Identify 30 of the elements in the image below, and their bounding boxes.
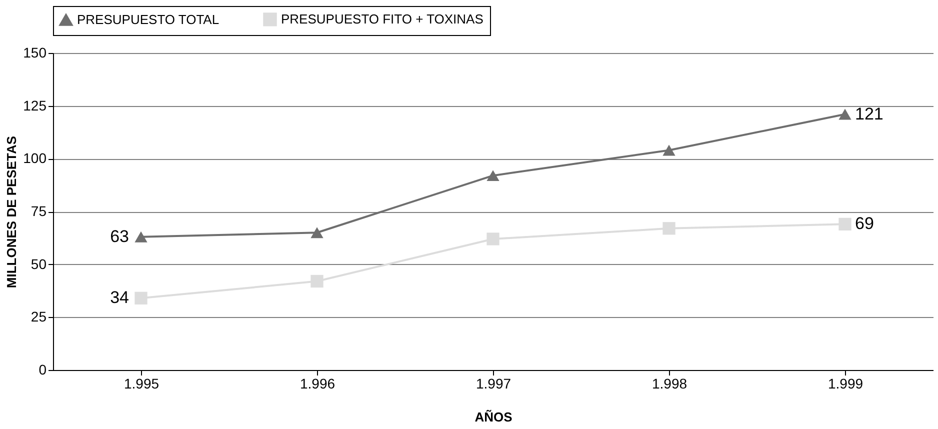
point (838, 218, 852, 231)
legend-label: PRESUPUESTO FITO + TOXINAS (281, 11, 484, 26)
point (486, 170, 500, 182)
data-label: 63 (110, 226, 129, 246)
point (310, 274, 324, 288)
y-axis-title: MILLONES DE PESETAS (4, 136, 20, 288)
legend-label: PRESUPUESTO TOTAL (77, 12, 220, 27)
y-tick-label: 0 (38, 362, 47, 378)
point (310, 227, 324, 238)
y-tick-label: 150 (23, 44, 47, 60)
data-label: 69 (855, 214, 874, 234)
point (838, 108, 852, 120)
y-tick-label: 100 (23, 150, 47, 166)
x-tick-label: 1.998 (652, 376, 688, 392)
point (662, 144, 676, 156)
x-tick-label: 1.996 (300, 376, 336, 392)
x-tick-label: 1.995 (124, 376, 160, 392)
point (134, 231, 148, 242)
y-tick-label: 50 (30, 256, 47, 272)
x-tick-label: 1.997 (476, 376, 512, 392)
point (662, 222, 676, 235)
y-tick-label: 75 (30, 203, 47, 219)
x-tick-label: 1.999 (828, 376, 864, 392)
data-label: 34 (110, 288, 129, 308)
y-tick-label: 25 (30, 308, 47, 325)
x-axis-title: AÑOS (474, 410, 513, 424)
point (486, 232, 500, 246)
data-label: 121 (855, 104, 884, 124)
y-tick-label: 125 (23, 97, 47, 114)
point (134, 292, 148, 304)
